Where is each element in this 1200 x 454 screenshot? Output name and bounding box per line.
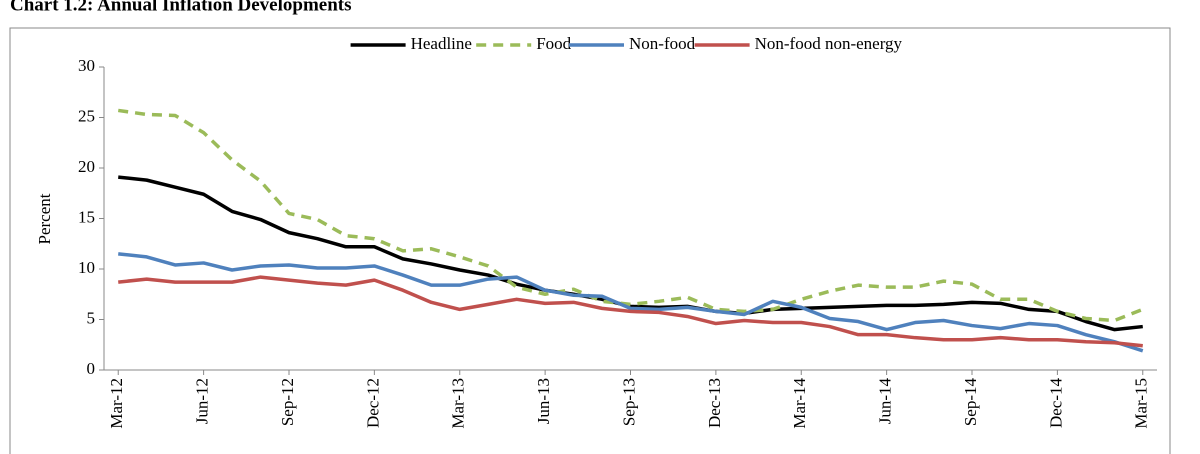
x-tick-label: Dec-14 [1046, 378, 1065, 429]
x-tick-label: Sep-14 [961, 378, 980, 427]
y-axis-label: Percent [35, 193, 54, 244]
x-tick-label: Jun-13 [534, 378, 553, 424]
y-tick-label: 15 [78, 207, 95, 226]
x-tick-label: Dec-13 [705, 378, 724, 428]
y-tick-label: 25 [78, 106, 95, 125]
legend-label: Food [536, 34, 571, 53]
y-tick-label: 5 [87, 308, 96, 327]
series-line [118, 252, 1144, 353]
x-tick-label: Sep-13 [619, 378, 638, 426]
x-tick-label: Dec-12 [363, 378, 382, 428]
chart-title: Chart 1.2: Annual Inflation Developments [10, 0, 352, 15]
series-line [117, 108, 1144, 323]
x-tick-label: Mar-14 [790, 378, 809, 429]
y-tick-label: 0 [87, 359, 96, 378]
y-tick-label: 10 [78, 258, 95, 277]
legend-label: Non-food [629, 34, 696, 53]
chart-frame [9, 27, 1171, 454]
legend-label: Non-food non-energy [755, 34, 903, 53]
x-tick-label: Mar-15 [1132, 378, 1151, 429]
x-tick-label: Mar-13 [449, 378, 468, 429]
x-tick-label: Jun-12 [193, 378, 212, 424]
x-tick-label: Jun-14 [876, 378, 895, 425]
series-line [118, 275, 1143, 348]
y-tick-label: 30 [78, 56, 95, 75]
y-tick-label: 20 [78, 157, 95, 176]
series-line [118, 175, 1143, 332]
x-tick-label: Mar-12 [107, 378, 126, 429]
x-tick-label: Sep-12 [278, 378, 297, 426]
legend-label: Headline [411, 34, 472, 53]
